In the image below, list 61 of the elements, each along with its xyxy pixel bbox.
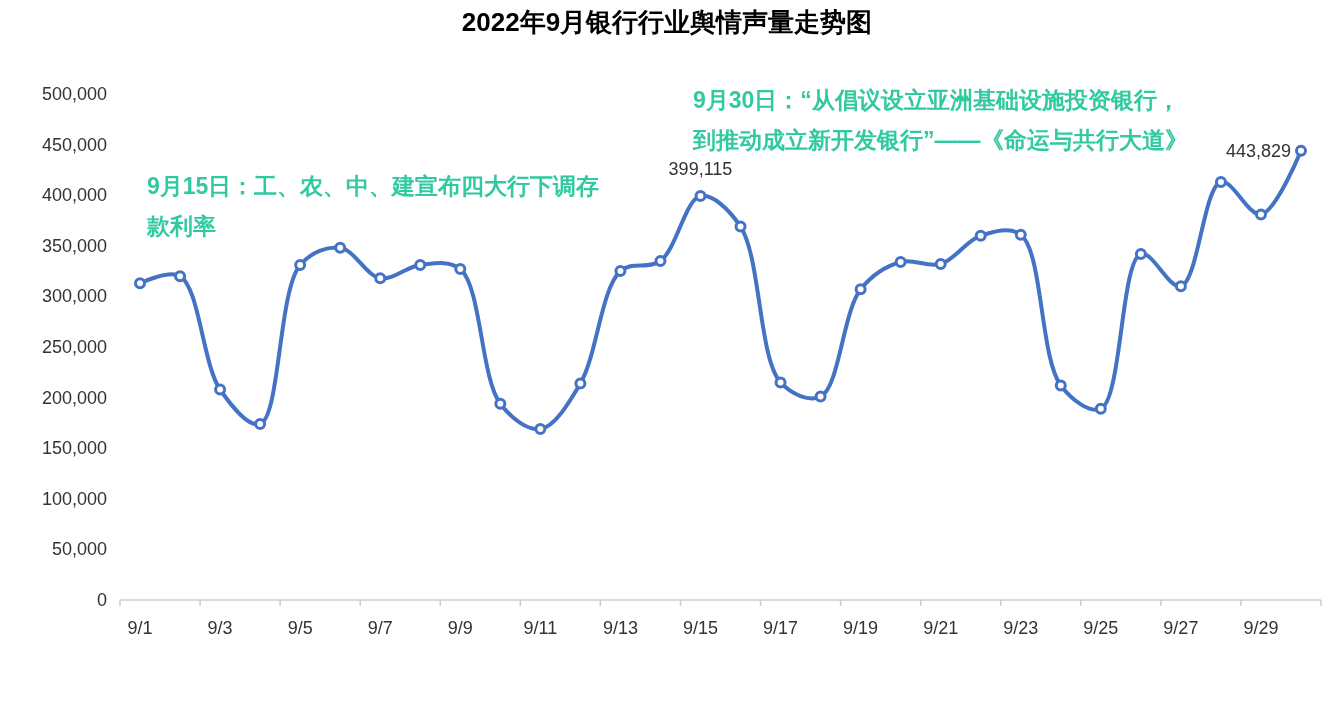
y-tick-label: 200,000 — [41, 387, 107, 408]
point — [1134, 247, 1147, 260]
data-label: 443,829 — [1225, 140, 1291, 161]
point — [1054, 379, 1067, 392]
point — [1214, 176, 1227, 189]
point — [254, 417, 267, 430]
y-tick-label: 0 — [96, 590, 107, 610]
chart-title: 2022年9月银行行业舆情声量走势图 — [461, 7, 873, 37]
point — [134, 277, 147, 290]
x-tick-label: 9/19 — [843, 618, 879, 638]
x-tick-label: 9/15 — [682, 618, 719, 638]
point — [1294, 144, 1307, 157]
data-label: 399,115 — [668, 159, 733, 180]
y-tick-label: 250,000 — [41, 337, 107, 357]
point — [414, 259, 427, 272]
x-tick-label: 9/29 — [1243, 618, 1279, 638]
annotation: 9月15日：工、农、中、建宣布四大行下调存款利率 — [146, 173, 600, 239]
point — [814, 390, 827, 403]
point — [1254, 208, 1267, 221]
point — [534, 422, 547, 435]
y-tick-label: 50,000 — [51, 539, 107, 560]
x-tick-label: 9/21 — [923, 618, 959, 638]
x-tick-label: 9/17 — [763, 618, 799, 638]
y-tick-label: 300,000 — [41, 286, 107, 307]
point — [854, 283, 867, 296]
point — [694, 190, 707, 203]
x-tick-label: 9/27 — [1163, 618, 1199, 638]
point — [934, 258, 947, 271]
point — [734, 220, 747, 233]
point — [334, 241, 347, 254]
x-tick-label: 9/3 — [207, 618, 233, 638]
x-tick-label: 9/11 — [523, 618, 558, 638]
y-tick-label: 400,000 — [41, 185, 107, 206]
point — [214, 383, 227, 396]
x-tick-label: 9/5 — [287, 618, 313, 638]
point — [454, 263, 467, 276]
point — [574, 377, 587, 390]
point — [614, 265, 627, 278]
y-tick-label: 500,000 — [41, 84, 107, 104]
point — [494, 397, 507, 410]
point — [654, 254, 667, 267]
point — [774, 376, 787, 389]
y-tick-label: 450,000 — [41, 134, 107, 155]
x-tick-label: 9/13 — [602, 618, 638, 638]
x-tick-label: 9/9 — [447, 618, 473, 638]
y-tick-label: 150,000 — [41, 438, 107, 459]
point — [1174, 280, 1187, 293]
point — [174, 270, 187, 283]
point — [1014, 228, 1027, 241]
point — [894, 255, 907, 268]
point — [1094, 402, 1107, 415]
point — [974, 229, 987, 242]
x-tick-label: 9/25 — [1083, 618, 1119, 638]
point — [294, 259, 307, 272]
point — [374, 272, 387, 285]
y-tick-label: 350,000 — [41, 235, 107, 256]
annotation: 9月30日：“从倡议设立亚洲基础设施投资银行，到推动成立新开发银行”——《命运与共行大道》 — [692, 87, 1188, 153]
y-tick-label: 100,000 — [41, 488, 107, 509]
x-tick-label: 9/1 — [127, 618, 153, 638]
x-tick-label: 9/23 — [1003, 618, 1039, 638]
x-tick-label: 9/7 — [367, 618, 393, 638]
